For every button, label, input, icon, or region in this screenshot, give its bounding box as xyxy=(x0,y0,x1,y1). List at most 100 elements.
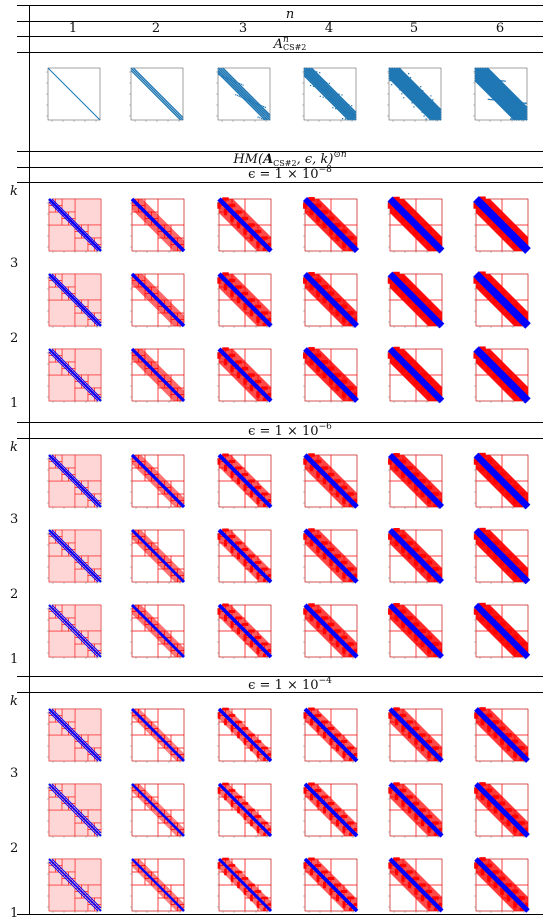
nonzero-dot xyxy=(488,78,491,81)
lowrank-block xyxy=(513,826,517,833)
lowrank-block xyxy=(425,889,433,894)
lowrank-block xyxy=(263,578,266,582)
sparsity-plot xyxy=(387,67,442,122)
lowrank-block xyxy=(419,372,426,378)
lowrank-block xyxy=(505,628,512,634)
nonzero-dot xyxy=(413,106,415,108)
dense-diagonal xyxy=(51,604,102,655)
lowrank-block xyxy=(241,291,249,296)
lowrank-block xyxy=(524,648,528,653)
lowrank-block xyxy=(419,222,426,228)
nonzero-dot xyxy=(247,99,249,101)
lowrank-block xyxy=(505,372,512,378)
sparsity-plot xyxy=(129,67,184,122)
lowrank-block xyxy=(412,547,420,552)
lowrank-block xyxy=(438,392,442,397)
lowrank-block xyxy=(394,208,399,216)
lowrank-block xyxy=(425,379,433,384)
nonzero-dot xyxy=(503,80,505,82)
lowrank-block xyxy=(329,378,333,385)
lowrank-block xyxy=(248,733,255,737)
lowrank-block xyxy=(241,473,249,476)
hmatrix-cell xyxy=(381,781,447,847)
hmatrix-plot xyxy=(388,782,444,838)
nonzero-dot xyxy=(401,82,403,84)
lowrank-block xyxy=(505,733,512,737)
nonzero-dot xyxy=(242,84,244,86)
dense-diagonal xyxy=(388,603,444,659)
nonzero-dot xyxy=(494,99,496,101)
lowrank-block xyxy=(492,795,499,799)
lowrank-block xyxy=(438,317,442,322)
nonzero-dot xyxy=(327,90,329,92)
lowrank-block xyxy=(342,901,346,908)
lowrank-block xyxy=(308,857,315,861)
nonzero-dot xyxy=(319,72,321,74)
nonzero-dot xyxy=(491,79,493,81)
lowrank-block xyxy=(499,378,505,385)
lowrank-block xyxy=(399,713,407,718)
nonzero-dot xyxy=(422,90,424,92)
lowrank-block xyxy=(420,744,425,752)
dense-diagonal xyxy=(303,782,359,838)
lowrank-block xyxy=(316,621,320,628)
nonzero-band xyxy=(476,67,528,119)
lowrank-block xyxy=(393,857,400,861)
lowrank-block xyxy=(492,359,499,365)
lowrank-block xyxy=(48,734,76,762)
dense-diagonal xyxy=(303,272,359,328)
lowrank-block xyxy=(433,832,438,836)
nonzero-dot xyxy=(436,107,438,109)
nonzero-dot xyxy=(257,103,260,106)
hmatrix-cell xyxy=(381,452,447,518)
lowrank-block xyxy=(303,352,307,359)
n-value-5: 5 xyxy=(409,21,419,36)
lowrank-block xyxy=(500,888,504,895)
dense-diagonal xyxy=(303,528,359,584)
hmatrix-cell xyxy=(381,346,447,412)
hmatrix-plot xyxy=(388,528,444,584)
nonzero-dot xyxy=(266,118,268,120)
lowrank-block xyxy=(518,821,525,825)
hmatrix-plot xyxy=(303,453,359,509)
lowrank-block xyxy=(236,296,241,304)
lowrank-block xyxy=(230,621,234,628)
hmatrix-cell xyxy=(40,527,106,593)
dense-diagonal xyxy=(48,201,99,252)
nonzero-band xyxy=(219,67,271,119)
lowrank-block xyxy=(433,653,438,657)
lowrank-block xyxy=(335,640,340,648)
nonzero-dot xyxy=(409,76,412,79)
dense-diagonal xyxy=(388,782,444,838)
hmatrix-cell xyxy=(381,602,447,668)
hmatrix-plot xyxy=(47,273,102,328)
hmatrix-plot xyxy=(130,197,186,253)
hmatrix-cell xyxy=(296,271,362,337)
nonzero-dot xyxy=(505,100,507,102)
lowrank-block xyxy=(425,304,433,309)
hmatrix-plot xyxy=(217,347,273,403)
lowrank-block xyxy=(388,608,392,615)
lowrank-block xyxy=(254,304,262,309)
nonzero-band xyxy=(130,69,182,121)
nonzero-dot xyxy=(335,108,337,110)
nonzero-dot xyxy=(419,96,422,99)
lowrank-block xyxy=(254,636,262,639)
lowrank-block xyxy=(263,757,266,761)
lowrank-block xyxy=(322,627,327,635)
nonzero-dot xyxy=(349,112,351,114)
dense-diagonal xyxy=(48,273,102,327)
nonzero-dot xyxy=(407,83,410,86)
lowrank-block xyxy=(74,198,102,226)
nonzero-dot xyxy=(496,99,498,101)
lowrank-block xyxy=(347,821,354,825)
nonzero-dot xyxy=(304,75,306,77)
lowrank-block xyxy=(420,490,425,498)
nonzero-dot xyxy=(421,100,424,103)
lowrank-block xyxy=(235,616,242,620)
lowrank-block xyxy=(498,622,506,627)
hmatrix-plot xyxy=(303,528,359,584)
lowrank-block xyxy=(412,876,420,881)
nonzero-dot xyxy=(521,102,523,104)
dense-diagonal xyxy=(48,454,102,508)
